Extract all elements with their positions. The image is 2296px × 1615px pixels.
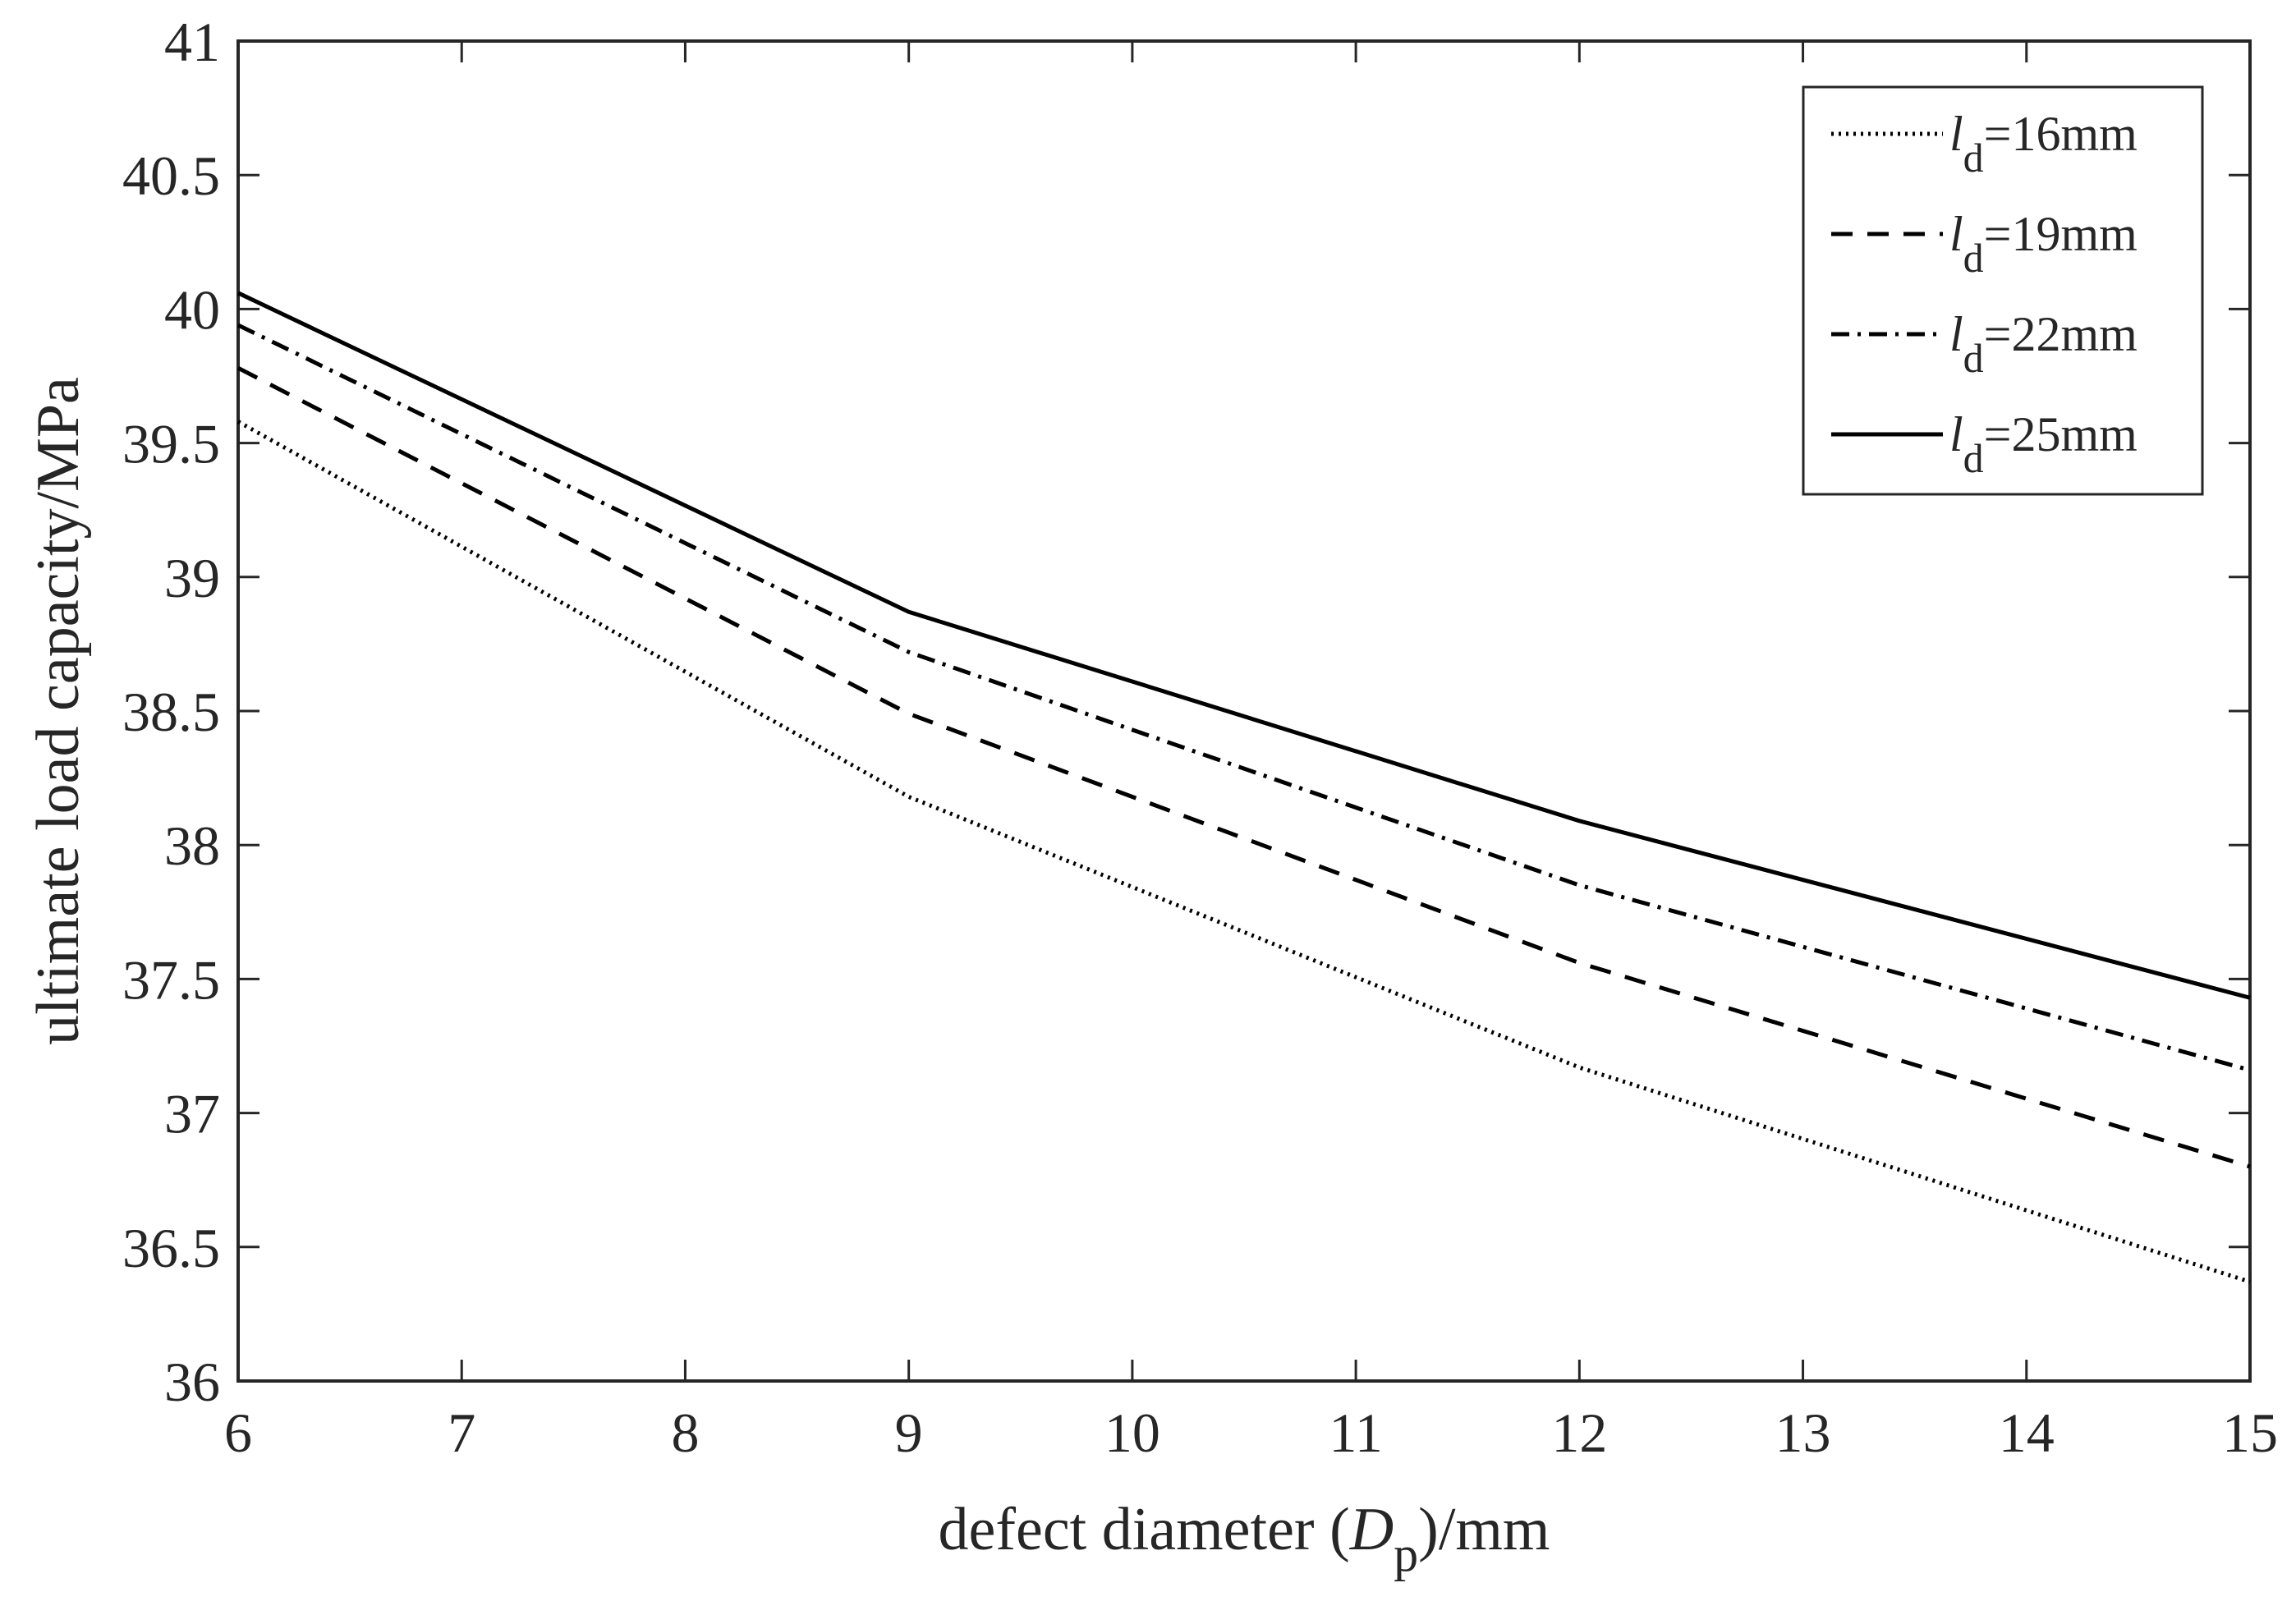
y-tick-label: 37.5 bbox=[122, 948, 220, 1011]
legend-box bbox=[1802, 85, 2204, 496]
x-tick-label: 7 bbox=[448, 1402, 475, 1464]
y-tick-label: 41 bbox=[164, 11, 220, 73]
series-line-1 bbox=[236, 365, 2251, 1169]
legend-label: ld=16mm bbox=[1949, 107, 2138, 181]
y-tick-label: 37 bbox=[164, 1083, 220, 1145]
y-tick-label: 40.5 bbox=[122, 145, 220, 207]
x-axis-title-subscript: p bbox=[1394, 1527, 1418, 1581]
x-tick-label: 6 bbox=[224, 1402, 252, 1464]
series-line-3 bbox=[236, 291, 2251, 1000]
y-tick-label: 39 bbox=[164, 547, 220, 609]
y-tick-label: 38 bbox=[164, 814, 220, 877]
legend-label-value: =19mm bbox=[1984, 207, 2138, 261]
y-tick-label: 40 bbox=[164, 278, 220, 341]
legend-label: ld=25mm bbox=[1949, 407, 2138, 481]
x-tick-label: 9 bbox=[895, 1402, 923, 1464]
y-axis-ticks: 36 36.5 37 37.5 38 38.5 39 39.5 40 40.5 41 bbox=[122, 11, 2250, 1413]
x-axis-title: defect diameter (Dp)/mm bbox=[938, 1496, 1550, 1581]
x-axis-title-symbol: D bbox=[1349, 1496, 1394, 1563]
series-line-2 bbox=[236, 323, 2251, 1072]
x-tick-label: 12 bbox=[1551, 1402, 1607, 1464]
legend-label-subscript: d bbox=[1963, 135, 1984, 181]
legend-label-subscript: d bbox=[1963, 335, 1984, 381]
legend-label-value: =16mm bbox=[1984, 107, 2138, 161]
legend-label-symbol: l bbox=[1949, 307, 1963, 361]
legend-label: ld=22mm bbox=[1949, 307, 2138, 381]
legend-label-value: =25mm bbox=[1984, 407, 2138, 461]
x-tick-label: 13 bbox=[1775, 1402, 1831, 1464]
x-tick-label: 10 bbox=[1104, 1402, 1160, 1464]
legend-label-subscript: d bbox=[1963, 235, 1984, 281]
legend-label-value: =22mm bbox=[1984, 307, 2138, 361]
x-tick-label: 15 bbox=[2222, 1402, 2278, 1464]
x-tick-label: 8 bbox=[671, 1402, 699, 1464]
y-tick-label: 36.5 bbox=[122, 1217, 220, 1279]
legend-label-symbol: l bbox=[1949, 107, 1963, 161]
x-axis-title-prefix: defect diameter ( bbox=[938, 1496, 1349, 1563]
x-axis-ticks: 6 7 8 9 10 11 12 13 14 15 bbox=[224, 41, 2278, 1464]
legend-label-symbol: l bbox=[1949, 207, 1963, 261]
series-layer bbox=[236, 291, 2251, 1284]
x-axis-title-suffix: )/mm bbox=[1418, 1496, 1550, 1563]
y-tick-label: 39.5 bbox=[122, 413, 220, 475]
legend-label-subscript: d bbox=[1963, 435, 1984, 481]
legend-label: ld=19mm bbox=[1949, 207, 2138, 281]
y-tick-label: 36 bbox=[164, 1351, 220, 1413]
legend-label-symbol: l bbox=[1949, 407, 1963, 461]
x-tick-label: 14 bbox=[1999, 1402, 2055, 1464]
y-tick-label: 38.5 bbox=[122, 681, 220, 743]
x-tick-label: 11 bbox=[1329, 1402, 1382, 1464]
y-axis-title: ultimate load capacity/MPa bbox=[25, 377, 92, 1045]
